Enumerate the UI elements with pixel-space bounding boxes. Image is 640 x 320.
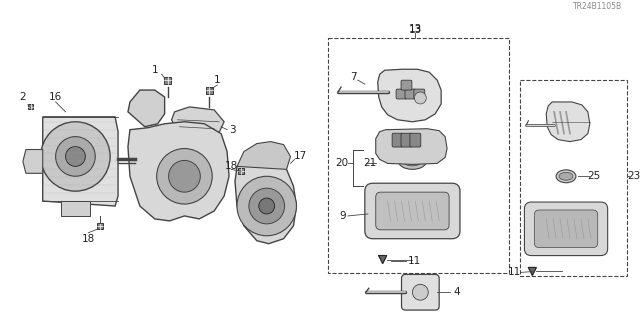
Ellipse shape [556, 170, 576, 183]
FancyBboxPatch shape [401, 133, 412, 147]
Text: 21: 21 [363, 158, 376, 168]
Circle shape [249, 188, 285, 224]
Text: 7: 7 [349, 72, 356, 82]
FancyBboxPatch shape [405, 89, 416, 99]
Bar [328, 37, 509, 273]
Polygon shape [235, 161, 296, 244]
Polygon shape [379, 256, 387, 263]
Circle shape [168, 160, 200, 192]
FancyBboxPatch shape [28, 104, 33, 109]
Circle shape [157, 148, 212, 204]
Text: 25: 25 [587, 171, 600, 181]
Polygon shape [378, 69, 441, 122]
Circle shape [41, 122, 110, 191]
Ellipse shape [559, 172, 573, 180]
FancyBboxPatch shape [401, 275, 439, 310]
FancyBboxPatch shape [396, 89, 407, 99]
FancyBboxPatch shape [392, 133, 403, 147]
Polygon shape [61, 201, 90, 216]
FancyBboxPatch shape [206, 87, 212, 93]
Circle shape [65, 147, 85, 166]
Circle shape [259, 198, 275, 214]
Polygon shape [529, 268, 536, 276]
Text: 13: 13 [409, 25, 422, 35]
Circle shape [237, 176, 296, 236]
FancyBboxPatch shape [164, 77, 171, 84]
Polygon shape [128, 122, 229, 221]
FancyBboxPatch shape [97, 223, 103, 229]
Circle shape [412, 284, 428, 300]
Polygon shape [128, 90, 164, 127]
Text: 3: 3 [228, 125, 236, 135]
FancyBboxPatch shape [524, 202, 607, 256]
FancyBboxPatch shape [376, 192, 449, 230]
Circle shape [414, 92, 426, 104]
Text: 1: 1 [152, 65, 158, 75]
FancyBboxPatch shape [534, 210, 598, 248]
FancyBboxPatch shape [414, 89, 425, 99]
Polygon shape [23, 149, 43, 173]
Text: 18: 18 [225, 161, 237, 172]
Text: 4: 4 [454, 287, 460, 297]
Bar [520, 80, 627, 276]
FancyBboxPatch shape [410, 133, 421, 147]
Text: 1: 1 [214, 75, 220, 85]
FancyBboxPatch shape [238, 168, 244, 174]
Text: 11: 11 [408, 256, 421, 266]
Text: 20: 20 [335, 158, 349, 168]
Circle shape [56, 137, 95, 176]
FancyBboxPatch shape [401, 80, 412, 90]
Text: 17: 17 [294, 151, 307, 162]
Text: 18: 18 [82, 234, 95, 244]
Text: 9: 9 [340, 211, 346, 221]
Polygon shape [43, 117, 118, 206]
Text: 23: 23 [627, 171, 640, 181]
Text: 13: 13 [409, 24, 422, 34]
Text: TR24B1105B: TR24B1105B [573, 2, 623, 11]
Polygon shape [172, 107, 224, 140]
Ellipse shape [399, 154, 426, 169]
Text: 11: 11 [508, 268, 521, 277]
Polygon shape [237, 141, 291, 169]
Ellipse shape [403, 157, 421, 166]
Polygon shape [376, 129, 447, 164]
Polygon shape [546, 102, 590, 141]
Text: 16: 16 [49, 92, 62, 102]
FancyBboxPatch shape [365, 183, 460, 239]
Text: 2: 2 [20, 92, 26, 102]
